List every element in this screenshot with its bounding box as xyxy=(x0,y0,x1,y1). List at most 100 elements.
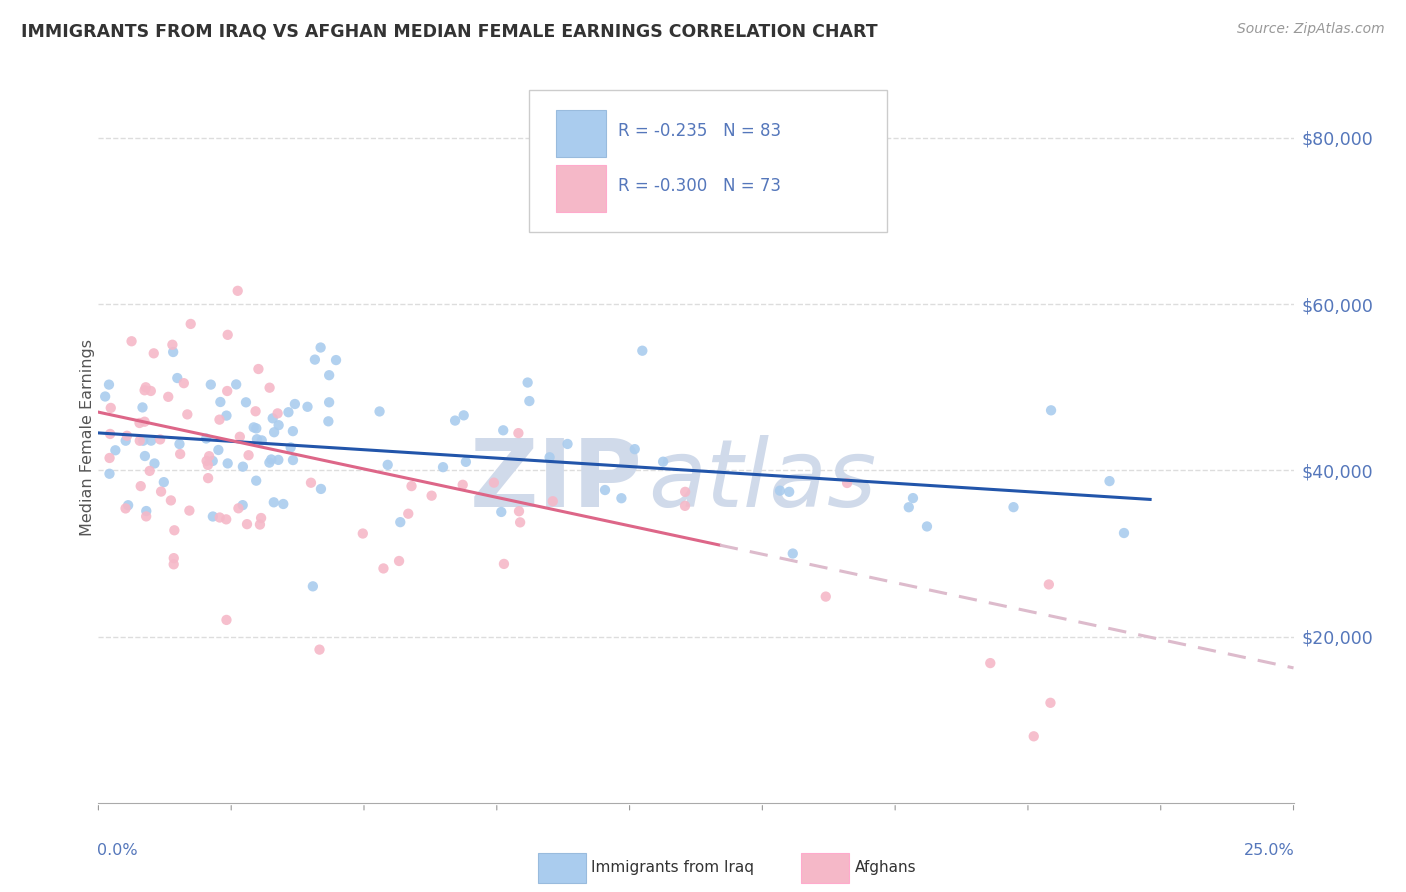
Point xyxy=(245,474,267,488)
Point xyxy=(135,380,157,394)
Text: atlas: atlas xyxy=(648,435,876,526)
Point xyxy=(180,317,202,331)
Point xyxy=(541,494,564,508)
Text: Immigrants from Iraq: Immigrants from Iraq xyxy=(591,861,754,875)
Text: Source: ZipAtlas.com: Source: ZipAtlas.com xyxy=(1237,22,1385,37)
Point xyxy=(215,409,238,423)
Point xyxy=(232,498,254,512)
Point xyxy=(508,426,530,441)
Point xyxy=(215,613,238,627)
Point xyxy=(169,437,191,451)
FancyBboxPatch shape xyxy=(529,90,887,232)
Point xyxy=(226,284,249,298)
Point xyxy=(262,411,284,425)
Point xyxy=(557,437,579,451)
Point xyxy=(195,432,218,446)
Text: R = -0.300   N = 73: R = -0.300 N = 73 xyxy=(619,178,782,195)
Point xyxy=(242,420,264,434)
Text: 25.0%: 25.0% xyxy=(1244,843,1295,858)
Point xyxy=(250,511,273,525)
Point xyxy=(121,334,143,349)
Point xyxy=(134,384,156,398)
Point xyxy=(228,501,250,516)
Point xyxy=(266,406,288,420)
Point xyxy=(139,434,162,448)
Point xyxy=(114,501,136,516)
Point xyxy=(401,479,423,493)
Point xyxy=(302,579,325,593)
Point xyxy=(162,345,184,359)
Point xyxy=(150,484,173,499)
Point xyxy=(173,376,195,391)
Point xyxy=(259,456,281,470)
Point xyxy=(492,423,515,437)
Point xyxy=(901,491,924,505)
Point xyxy=(1098,474,1121,488)
Point xyxy=(94,390,117,404)
Point xyxy=(373,561,395,575)
FancyBboxPatch shape xyxy=(557,165,606,211)
Point xyxy=(388,554,411,568)
Point xyxy=(769,483,792,498)
Point xyxy=(166,371,188,385)
Point xyxy=(217,327,239,342)
Point xyxy=(236,517,259,532)
Point xyxy=(176,408,198,422)
Point xyxy=(98,467,121,481)
Point xyxy=(1112,526,1135,541)
Point xyxy=(209,395,232,409)
Point xyxy=(263,425,285,440)
Point xyxy=(114,434,136,448)
FancyBboxPatch shape xyxy=(557,110,606,157)
Point xyxy=(309,341,332,355)
Point xyxy=(814,590,837,604)
Point xyxy=(131,401,153,415)
Point xyxy=(1022,729,1045,743)
Point xyxy=(267,418,290,433)
Point xyxy=(593,483,616,497)
Point xyxy=(247,362,270,376)
Point xyxy=(197,458,219,472)
Point xyxy=(778,484,800,499)
Point xyxy=(201,454,224,468)
Point xyxy=(163,523,186,537)
Point xyxy=(444,414,467,428)
Point xyxy=(299,475,322,490)
Point xyxy=(139,384,162,398)
Point xyxy=(245,404,267,418)
Point xyxy=(134,415,156,429)
Point xyxy=(1002,500,1025,515)
Point xyxy=(162,337,184,351)
Point xyxy=(232,459,254,474)
Point xyxy=(318,395,340,409)
Point xyxy=(143,457,166,471)
Point xyxy=(979,656,1001,670)
Point xyxy=(215,512,238,526)
Point xyxy=(208,412,231,426)
Text: IMMIGRANTS FROM IRAQ VS AFGHAN MEDIAN FEMALE EARNINGS CORRELATION CHART: IMMIGRANTS FROM IRAQ VS AFGHAN MEDIAN FE… xyxy=(21,22,877,40)
Point xyxy=(263,495,285,509)
Point xyxy=(1040,403,1063,417)
Point xyxy=(207,442,229,457)
Point xyxy=(835,475,858,490)
Point xyxy=(482,475,505,490)
Point xyxy=(153,475,176,490)
Point xyxy=(197,471,219,485)
Point xyxy=(652,455,675,469)
Point xyxy=(368,404,391,418)
Y-axis label: Median Female Earnings: Median Female Earnings xyxy=(80,339,94,535)
Point xyxy=(1038,577,1060,591)
Point xyxy=(128,416,150,430)
Point xyxy=(453,409,475,423)
Point xyxy=(623,442,645,457)
Point xyxy=(246,432,269,446)
Point xyxy=(631,343,654,358)
Point xyxy=(325,353,347,368)
Point xyxy=(782,547,804,561)
Point xyxy=(432,460,454,475)
Point xyxy=(267,453,290,467)
Point xyxy=(160,493,183,508)
Point xyxy=(508,504,530,518)
Point xyxy=(208,510,231,524)
Point xyxy=(271,497,294,511)
